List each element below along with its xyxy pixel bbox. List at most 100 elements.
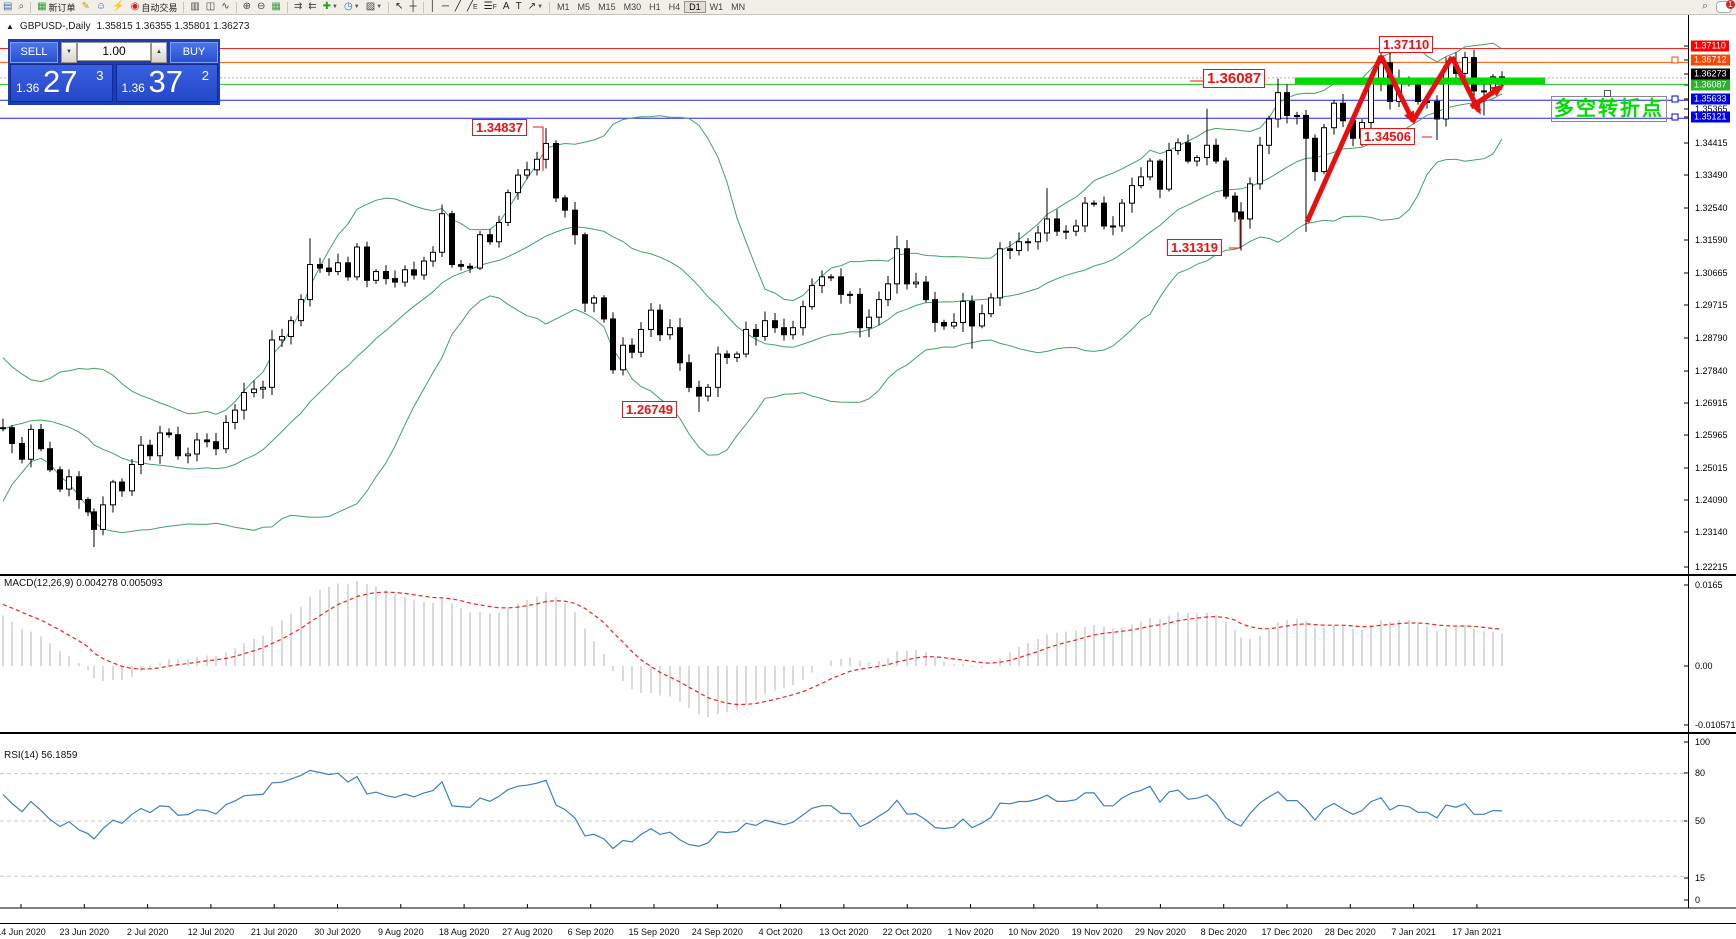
- new-order-icon[interactable]: ▦ 新订单: [34, 1, 78, 13]
- scale-tick: 0.0165: [1695, 580, 1723, 590]
- shapes-icon-caret[interactable]: ▼: [537, 4, 544, 10]
- price-annotation-label[interactable]: 1.34837: [472, 119, 527, 136]
- indicators-icon-caret[interactable]: ▼: [332, 4, 338, 10]
- search-icon[interactable]: ⌕: [1701, 0, 1708, 12]
- fibonacci-icon[interactable]: ☰ F: [481, 1, 500, 13]
- timeframe-m30[interactable]: M30: [623, 2, 642, 12]
- templates-icon-caret[interactable]: ▼: [376, 4, 383, 10]
- shapes-icon[interactable]: ↗ ▼: [525, 1, 546, 13]
- new-order-icon: ▦: [37, 1, 47, 12]
- price-annotation-label[interactable]: 1.34506: [1360, 128, 1415, 145]
- auto-scroll-icon[interactable]: ⇉: [291, 1, 305, 13]
- label-leader-line: [1229, 217, 1241, 249]
- signals-icon[interactable]: ⚡: [109, 1, 127, 13]
- volume-increase-button[interactable]: ▲: [151, 42, 167, 63]
- text-selection-handle[interactable]: [1604, 90, 1611, 97]
- date-axis[interactable]: 14 Jun 2020 23 Jun 2020 2 Jul 2020 12 Jul 2…: [0, 923, 1736, 939]
- auto-trading-icon[interactable]: ◉ 自动交易: [128, 1, 181, 13]
- bb-lower: [2, 138, 1503, 534]
- date-label: 23 Jun 2020: [59, 927, 110, 937]
- timeframe-m1[interactable]: M1: [557, 2, 570, 12]
- date-label: 29 Nov 2020: [1134, 927, 1186, 937]
- collapse-icon[interactable]: ▲: [6, 22, 14, 31]
- line-chart-icon[interactable]: ∿: [218, 1, 232, 13]
- date-label: 21 Jul 2020: [250, 927, 298, 937]
- timeframe-d1[interactable]: D1: [684, 1, 706, 13]
- channel-icon-sub: E: [472, 3, 478, 11]
- toolbar-separator: [235, 1, 237, 13]
- navigator-icon: ⌕: [18, 1, 25, 12]
- text-label-icon: T: [515, 1, 522, 12]
- volume-input[interactable]: 1.00: [77, 42, 151, 61]
- price-scale[interactable]: 1.35365 1.34415 1.33490 1.32540 1.31590 1.306…: [1689, 15, 1736, 939]
- price-annotation-label[interactable]: 1.36087: [1203, 69, 1266, 88]
- date-label: 17 Dec 2020: [1261, 927, 1313, 937]
- date-label: 10 Nov 2020: [1008, 927, 1060, 937]
- scale-tick: 1.26915: [1695, 398, 1728, 408]
- timeframe-m5[interactable]: M5: [577, 2, 591, 12]
- market-watch-icon: ▤: [3, 1, 13, 12]
- timeframe-h1[interactable]: H1: [649, 2, 661, 12]
- chart-window: ▲ GBPUSD-,Daily 1.35815 1.36355 1.35801 …: [0, 15, 1736, 939]
- notification-badge: 1: [1726, 0, 1735, 9]
- timeframe-h4[interactable]: H4: [668, 2, 681, 12]
- price-badge: 1.36712: [1691, 54, 1730, 66]
- bar-chart-icon: ▥: [190, 1, 200, 12]
- scale-tick: 1.31590: [1695, 235, 1728, 245]
- date-label: 24 Sep 2020: [691, 927, 743, 937]
- hline-icon[interactable]: ─: [439, 1, 452, 13]
- fibonacci-icon-sub: F: [492, 3, 497, 11]
- zoom-in-icon: ⊕: [242, 1, 252, 12]
- crosshair-icon[interactable]: ┼: [406, 1, 419, 13]
- community-icon[interactable]: ☺: [93, 1, 109, 13]
- indicators-icon[interactable]: ✚ ▼: [320, 1, 341, 13]
- sell-button[interactable]: SELL: [10, 42, 58, 63]
- bar-chart-icon[interactable]: ▥: [187, 1, 202, 13]
- buy-button[interactable]: BUY: [170, 42, 218, 63]
- timeframe-m15[interactable]: M15: [598, 2, 616, 12]
- chat-icon[interactable]: 1: [1716, 0, 1735, 13]
- price-annotation-label[interactable]: 1.26749: [622, 401, 677, 418]
- vline-icon[interactable]: │: [427, 1, 439, 13]
- text-icon[interactable]: A: [500, 1, 513, 13]
- fibonacci-icon: ☰: [483, 1, 493, 12]
- toolbar-separator: [422, 1, 424, 13]
- date-label: 4 Oct 2020: [758, 927, 803, 937]
- chart-shift-icon[interactable]: ⇇: [305, 1, 319, 13]
- chart-plot[interactable]: [0, 15, 1736, 923]
- price-annotation-label[interactable]: 1.31319: [1167, 239, 1222, 256]
- scale-tick: 1.29715: [1695, 300, 1728, 310]
- market-watch-icon[interactable]: ▤: [0, 1, 15, 13]
- navigator-icon[interactable]: ⌕: [15, 1, 27, 13]
- cn-turning-point-note[interactable]: 多空转折点: [1551, 96, 1667, 122]
- vline-icon: │: [429, 1, 436, 12]
- periods-icon[interactable]: ◷ ▼: [341, 1, 363, 13]
- line-selection-handle: [1671, 113, 1679, 121]
- trendline-icon[interactable]: ╱: [452, 1, 464, 13]
- cursor-icon[interactable]: ↖: [392, 1, 406, 13]
- sell-price-tile[interactable]: 1.36 27 3: [10, 64, 113, 102]
- toolbar-separator: [549, 1, 551, 13]
- price-annotation-label[interactable]: 1.37110: [1379, 36, 1434, 53]
- buy-price-tile[interactable]: 1.36 37 2: [115, 64, 218, 102]
- timeframe-w1[interactable]: W1: [709, 2, 724, 12]
- templates-icon[interactable]: ▨ ▼: [363, 1, 385, 13]
- zoom-out-icon[interactable]: ⊖: [254, 1, 268, 13]
- zoom-in-icon[interactable]: ⊕: [240, 1, 254, 13]
- periods-icon: ◷: [344, 1, 353, 12]
- one-click-trading-panel: SELL ▼ 1.00 ▲ BUY 1.36 27 3 1.36 37 2: [8, 39, 220, 105]
- candle-chart-icon[interactable]: ◫: [203, 1, 218, 13]
- date-label: 28 Dec 2020: [1324, 927, 1376, 937]
- macd-signal-line: [2, 591, 1503, 706]
- crosshair-icon: ┼: [409, 1, 417, 12]
- periods-icon-caret[interactable]: ▼: [353, 4, 360, 10]
- channel-icon[interactable]: ╱ E: [464, 1, 481, 13]
- volume-decrease-button[interactable]: ▼: [61, 42, 77, 63]
- tile-windows-icon[interactable]: ▦: [268, 1, 283, 13]
- timeframe-mn[interactable]: MN: [731, 2, 746, 12]
- text-label-icon[interactable]: T: [513, 1, 525, 13]
- styles-icon[interactable]: ✎: [79, 1, 93, 13]
- chart-title: ▲ GBPUSD-,Daily 1.35815 1.36355 1.35801 …: [6, 21, 249, 32]
- channel-icon: ╱: [466, 1, 473, 12]
